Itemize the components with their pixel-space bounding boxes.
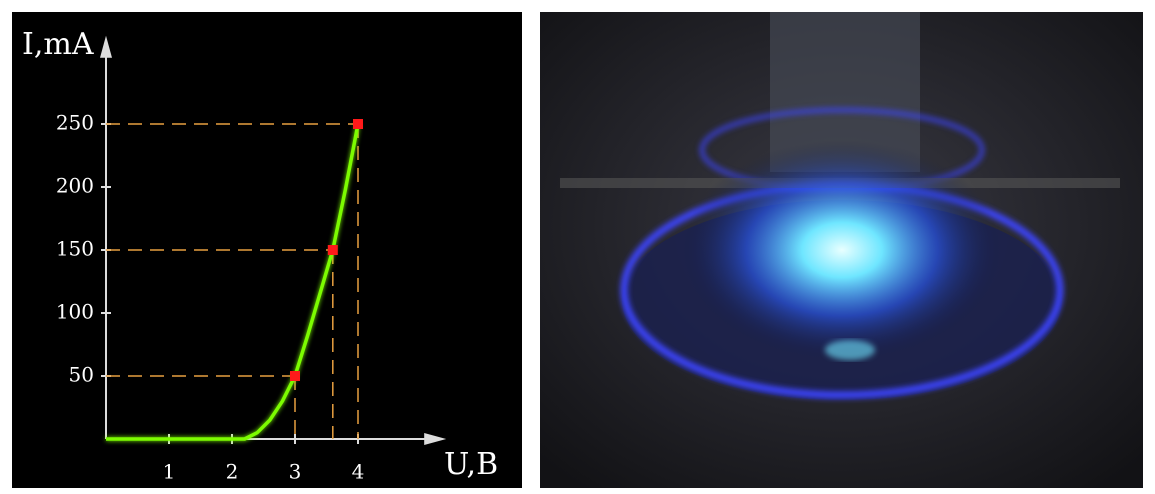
reflection — [825, 340, 875, 360]
point-marker — [328, 245, 338, 255]
point-marker — [353, 119, 363, 129]
x-tick-label: 3 — [289, 460, 302, 484]
y-tick-label: 100 — [56, 300, 94, 324]
x-tick-label: 4 — [352, 460, 365, 484]
y-axis-label: I,mA — [22, 27, 94, 62]
x-axis-label: U,B — [444, 447, 498, 482]
y-tick-label: 150 — [56, 237, 94, 261]
y-tick-label: 250 — [56, 111, 94, 135]
glow — [682, 140, 1002, 360]
page: I,mA U,B 1 2 3 4 50 100 150 200 250 — [0, 0, 1155, 490]
y-tick-label: 50 — [69, 363, 94, 387]
y-tick-label: 200 — [56, 174, 94, 198]
point-marker — [290, 371, 300, 381]
x-tick-label: 1 — [163, 460, 176, 484]
photo — [540, 12, 1143, 488]
x-tick-label: 2 — [226, 460, 239, 484]
